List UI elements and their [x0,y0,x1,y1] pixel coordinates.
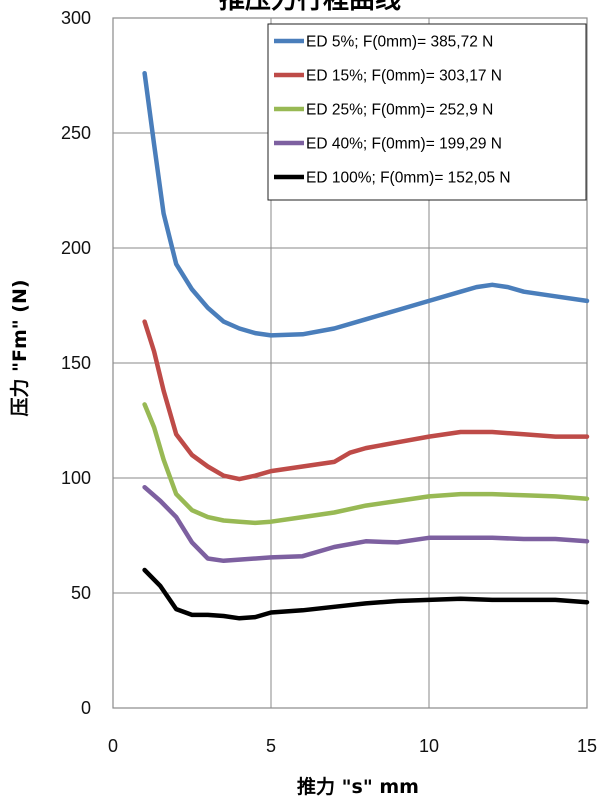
series-line [142,70,590,338]
y-tick-label: 200 [61,238,91,258]
y-tick-label: 300 [61,8,91,28]
y-tick-label: 50 [71,583,91,603]
x-axis-title: 推力 "s" mm [297,775,419,798]
x-tick-label: 15 [577,736,597,756]
legend-label: ED 5%; F(0mm)= 385,72 N [306,34,493,51]
series-line [142,567,590,621]
y-tick-label: 250 [61,123,91,143]
legend-box [267,23,587,201]
y-tick-label: 150 [61,353,91,373]
plot-area [112,17,588,709]
legend-label: ED 25%; F(0mm)= 252,9 N [306,102,493,119]
x-tick-label: 10 [419,736,439,756]
axis-ticks: 0 50 100 150 200 250 300 0 5 10 15 [61,8,597,756]
series-line [142,484,590,564]
legend-label: ED 100%; F(0mm)= 152,05 N [306,170,511,187]
y-tick-label: 100 [61,468,91,488]
chart-title: 推压力行程曲线 [219,0,401,15]
legend: ED 5%; F(0mm)= 385,72 N ED 15%; F(0mm)= 3… [267,23,587,201]
series-line [142,402,590,526]
y-tick-label: 0 [81,698,91,718]
legend-label: ED 15%; F(0mm)= 303,17 N [306,68,502,85]
x-tick-label: 0 [108,736,118,756]
legend-label: ED 40%; F(0mm)= 199,29 N [306,136,502,153]
x-tick-label: 5 [266,736,276,756]
y-axis-title: 压力 "Fm" (N) [8,279,31,416]
series-lines [142,70,590,621]
series-line [142,319,590,482]
